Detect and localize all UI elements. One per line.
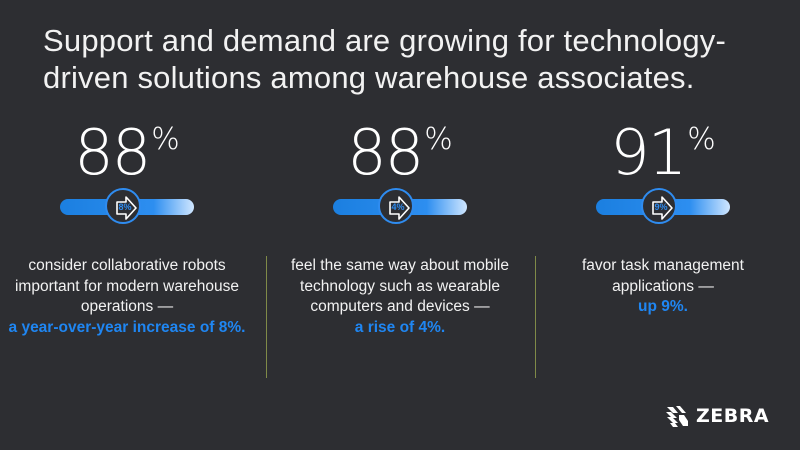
stat-text: favor task management applications —	[582, 257, 744, 295]
stat-value: 88	[347, 116, 424, 189]
stat-highlight: up 9%.	[638, 298, 688, 315]
percent-sign: %	[687, 122, 716, 157]
stat-highlight: a year-over-year increase of 8%.	[8, 318, 246, 336]
stat-value: 91	[610, 116, 687, 189]
column-divider	[535, 256, 536, 378]
arrow-right-icon	[652, 196, 673, 220]
logo-wordmark: ZEBRA	[696, 405, 770, 427]
stat-description: feel the same way about mobile technolog…	[280, 256, 520, 338]
arrow-right-icon	[389, 196, 410, 220]
slider-knob-label: 9%	[654, 202, 668, 212]
zebra-head-icon	[666, 406, 688, 427]
increase-slider: 4%	[333, 188, 467, 224]
percent-sign: %	[151, 122, 180, 157]
stat-description: consider collaborative robots important …	[7, 256, 247, 338]
stat-value: 88	[74, 116, 151, 189]
headline: Support and demand are growing for techn…	[43, 23, 727, 95]
increase-slider: 9%	[596, 188, 730, 224]
arrow-right-icon	[116, 196, 137, 220]
stat-column-1: 88% 8% consider collaborative robots imp…	[7, 118, 247, 338]
stat-highlight: a rise of 4%.	[354, 318, 446, 336]
slider-knob: 9%	[641, 188, 677, 224]
stat-percentage: 91%	[543, 116, 783, 189]
zebra-logo: ZEBRA	[664, 402, 769, 430]
stat-text: consider collaborative robots important …	[14, 257, 239, 315]
stat-percentage: 88%	[280, 116, 520, 189]
percent-sign: %	[424, 122, 453, 157]
slider-knob: 8%	[105, 188, 141, 224]
stat-description: favor task management applications — up …	[543, 256, 783, 318]
slider-knob-label: 8%	[118, 202, 132, 212]
slider-knob-label: 4%	[391, 202, 405, 212]
slider-knob: 4%	[378, 188, 414, 224]
stat-percentage: 88%	[7, 116, 247, 189]
stat-text: feel the same way about mobile technolog…	[291, 257, 509, 315]
stat-column-2: 88% 4% feel the same way about mobile te…	[280, 118, 520, 338]
stat-column-3: 91% 9% favor task management application…	[543, 118, 783, 318]
column-divider	[266, 256, 267, 378]
increase-slider: 8%	[60, 188, 194, 224]
